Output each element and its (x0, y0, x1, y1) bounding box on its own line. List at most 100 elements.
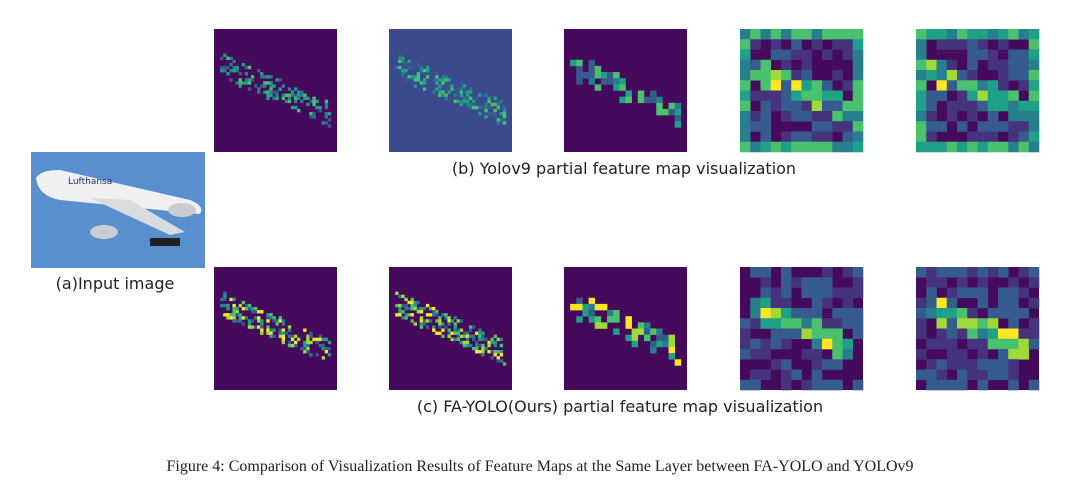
map-cell (263, 81, 267, 85)
map-cell (811, 100, 823, 112)
map-cell (287, 325, 292, 329)
map-cell (419, 68, 424, 73)
map-cell (229, 316, 233, 320)
map-cell (260, 75, 264, 79)
map-cell (404, 316, 408, 320)
map-cell (462, 90, 467, 94)
map-cell (293, 334, 298, 339)
map-cell (822, 318, 833, 329)
map-cell (1018, 328, 1030, 340)
map-cell (1018, 111, 1030, 122)
map-cell (791, 141, 802, 153)
map-cell (223, 53, 227, 57)
map-cell (822, 80, 833, 91)
map-cell (478, 337, 482, 342)
map-cell (852, 277, 864, 288)
map-cell (444, 325, 448, 329)
map-cell (801, 90, 813, 102)
map-cell (977, 49, 989, 61)
map-cell (926, 131, 937, 143)
map-cell (832, 121, 843, 132)
map-cell (395, 291, 399, 295)
map-cell (478, 93, 482, 97)
map-cell (318, 343, 322, 348)
map-cell (926, 277, 937, 288)
map-cell (916, 49, 927, 61)
map-cell (936, 39, 948, 50)
map-cell (435, 87, 439, 91)
figure-caption: Figure 4: Comparison of Visualization Re… (166, 458, 913, 475)
map-cell (740, 39, 751, 50)
map-cell (232, 306, 236, 311)
map-cell (957, 318, 968, 329)
map-cell (269, 87, 273, 91)
engine (168, 203, 196, 217)
map-cell (257, 87, 261, 91)
map-cell (674, 115, 682, 122)
map-cell (462, 99, 467, 104)
map-cell (967, 369, 978, 381)
map-cell (998, 297, 1009, 309)
map-cell (770, 297, 782, 309)
map-cell (791, 70, 802, 81)
map-cell (272, 328, 276, 332)
map-cell (413, 306, 417, 311)
map-cell (465, 96, 470, 101)
map-cell (760, 59, 772, 71)
map-cell (811, 131, 823, 143)
map-cell (459, 90, 464, 94)
map-cell (438, 331, 442, 335)
map-cell (290, 93, 295, 97)
map-cell (223, 68, 227, 73)
map-cell (398, 313, 402, 317)
map-cell (312, 112, 316, 116)
map-cell (419, 319, 424, 323)
map-cell (303, 96, 307, 101)
gear (150, 238, 180, 246)
map-cell (781, 338, 792, 350)
map-cell (760, 70, 772, 81)
map-cell (293, 99, 298, 104)
map-cell (613, 78, 620, 85)
map-cell (223, 313, 227, 317)
map-cell (926, 141, 937, 153)
map-cell (444, 78, 448, 82)
map-cell (297, 108, 301, 113)
map-cell (936, 328, 948, 340)
map-cell (416, 78, 421, 82)
map-cell (269, 81, 273, 85)
map-cell (453, 93, 457, 97)
map-cell (278, 78, 282, 82)
map-cell (496, 337, 500, 342)
map-cell (613, 84, 620, 91)
map-cell (287, 343, 292, 348)
map-cell (441, 313, 445, 317)
map-cell (459, 340, 464, 345)
map-cell (977, 297, 989, 309)
map-cell (416, 62, 421, 67)
map-cell (750, 70, 761, 81)
map-cell (247, 65, 252, 70)
map-cell (401, 316, 405, 320)
map-cell (275, 93, 279, 97)
map-cell (260, 322, 264, 326)
map-cell (253, 306, 258, 311)
map-cell (770, 39, 782, 50)
map-cell (852, 100, 864, 112)
map-cell (801, 131, 813, 143)
map-cell (916, 121, 927, 132)
map-cell (967, 328, 978, 340)
map-cell (750, 338, 761, 350)
map-cell (293, 340, 298, 345)
map-cell (977, 369, 989, 381)
map-cell (257, 319, 261, 323)
map-cell (926, 29, 937, 40)
map-cell (312, 99, 316, 104)
map-cell (668, 334, 675, 342)
map-cell (481, 353, 485, 357)
map-cell (419, 81, 424, 85)
map-cell (957, 90, 968, 102)
map-cell (496, 356, 500, 360)
map-cell (957, 141, 968, 153)
map-cell (832, 111, 843, 122)
